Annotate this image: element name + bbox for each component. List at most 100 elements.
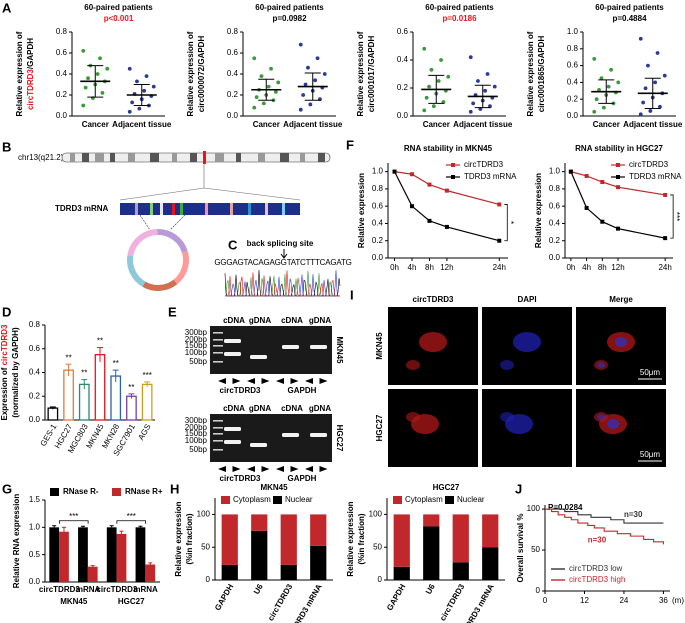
exon: [172, 203, 175, 215]
y-tick-label: 0.0: [56, 111, 68, 120]
x-tick-label: circTDRD3: [39, 585, 80, 594]
bar: [78, 383, 90, 421]
cell-signal: [597, 362, 605, 368]
exon: [180, 203, 183, 215]
gel-band: [282, 433, 299, 437]
series-marker: [497, 238, 502, 243]
y-tick-label: 1.0: [372, 167, 384, 176]
y-axis-label-part: Relative expression of: [356, 31, 365, 116]
x-tick-label: mRNA: [76, 585, 101, 594]
primer-arrow: [261, 466, 270, 472]
series-marker: [616, 185, 621, 190]
data-point: [301, 93, 306, 97]
x-tick-label: circTDRD3: [438, 582, 467, 622]
gel-band: [282, 345, 299, 349]
significance-bracket: [116, 520, 147, 524]
x-tick-label: Cancer: [423, 120, 450, 129]
gel-band: [224, 427, 241, 431]
p-value: p=0.0186: [442, 14, 477, 23]
series-marker: [663, 192, 668, 197]
chromatogram-trace: [225, 270, 340, 297]
legend-swatch: [112, 488, 121, 496]
series-marker: [392, 169, 397, 174]
x-tick-label: Cancer: [253, 120, 280, 129]
y-tick-label: 0.5: [29, 550, 41, 559]
data-point: [252, 105, 257, 110]
ladder-label: 200bp: [185, 335, 208, 344]
chromosome-band: [300, 153, 305, 162]
significance: **: [65, 353, 71, 362]
bar: [47, 407, 59, 421]
data-point: [424, 95, 429, 100]
chart-title: 60-paired patients: [84, 3, 153, 12]
gel-band: [224, 440, 241, 444]
survival-curve: [545, 508, 664, 545]
bar-segment: [452, 514, 469, 563]
sequence: GGGAGTACAGAGGTATCTTTCAGATG: [214, 258, 351, 267]
panel-label: A: [2, 0, 12, 15]
y-tick-label: 0.6: [549, 201, 561, 210]
cell-signal: [513, 332, 541, 352]
primer-arrow: [276, 378, 284, 384]
bar: [63, 369, 74, 421]
exon: [135, 203, 138, 215]
column-label: Merge: [609, 295, 633, 304]
circrna-segment: [173, 250, 189, 285]
y-axis-label: circ0001017/GAPDH: [367, 36, 376, 113]
x-tick-label: AGS: [136, 423, 152, 442]
x-tick-label: Adjacent tissue: [112, 120, 172, 129]
chart-title: 60-paired patients: [595, 3, 664, 12]
data-point: [315, 56, 320, 61]
primer-arrow: [232, 466, 241, 472]
data-point: [306, 65, 310, 70]
data-point: [662, 73, 667, 78]
x-tick-label: 4h: [582, 263, 591, 272]
y-tick-label: 0.4: [227, 69, 239, 78]
bar-segment: [423, 526, 440, 580]
panel-label: F: [346, 137, 354, 152]
junction-arrow: [280, 249, 288, 259]
data-point: [609, 67, 613, 72]
y-tick-label: 100: [527, 504, 541, 513]
significance: **: [113, 359, 119, 368]
legend-label: RNase R-: [63, 487, 99, 496]
data-point: [468, 109, 473, 114]
panel-label: C: [228, 237, 238, 252]
exon: [205, 203, 208, 215]
y-tick-label: 0.8: [549, 184, 561, 193]
gel-band: [250, 355, 267, 359]
chart-title: 60-paired patients: [255, 3, 324, 12]
x-tick-label: Adjacent tissue: [623, 120, 683, 129]
x-tick-label: 24h: [658, 263, 671, 272]
data-point: [261, 101, 266, 106]
bar-segment: [393, 566, 410, 580]
y-tick-label: 100: [197, 510, 211, 519]
bar: [94, 354, 106, 421]
column-label: circTDRD3: [413, 295, 454, 304]
data-point: [436, 79, 441, 83]
y-axis-label-part: circTDRD3: [0, 324, 9, 365]
series-marker: [616, 226, 621, 231]
x-tick-label: 0: [543, 596, 548, 605]
series-marker: [497, 202, 502, 207]
y-axis-label-part: Expression of: [0, 365, 9, 420]
ladder-band: [213, 427, 223, 429]
scale-bar-label: 50μm: [640, 368, 661, 377]
y-axis-label: Overall survival %: [516, 514, 525, 583]
legend-marker: [616, 175, 620, 179]
bar: [145, 564, 156, 582]
y-tick-label: 0.8: [56, 27, 68, 36]
lane-label: gDNA: [249, 316, 271, 325]
chromosome-band: [280, 153, 289, 162]
y-tick-label: 0.0: [567, 111, 579, 120]
data-point: [105, 66, 110, 71]
bar-segment: [482, 514, 499, 548]
bar-segment: [310, 514, 327, 546]
ladder-label: 300bp: [185, 416, 208, 425]
x-tick-label: 12h: [440, 263, 453, 272]
y-tick-label: 0.2: [397, 83, 409, 92]
y-axis-label-part: Relative expression of: [15, 31, 24, 116]
legend-label: TDRD3 mRNA: [629, 172, 682, 181]
ladder-band: [213, 420, 223, 422]
